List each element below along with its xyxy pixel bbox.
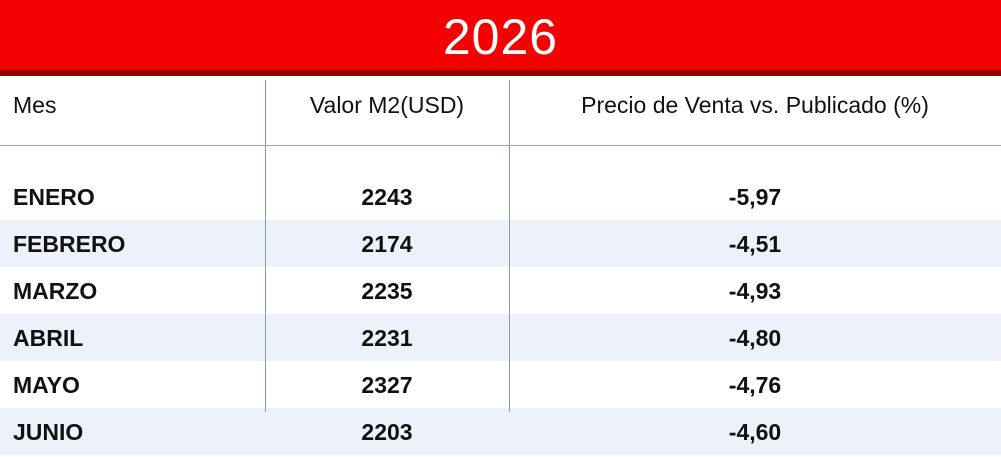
- value-cell: 2235: [361, 278, 413, 304]
- column-header: Mes: [13, 92, 57, 118]
- column-header: Precio de Venta vs. Publicado (%): [581, 92, 929, 118]
- column-header: Valor M2(USD): [309, 92, 465, 118]
- row-band: [0, 314, 1001, 361]
- row-band: [0, 408, 1001, 455]
- value-cell: -4,60: [728, 419, 782, 445]
- month-cell: MAYO: [13, 372, 80, 398]
- value-cell: -5,97: [728, 184, 782, 210]
- month-cell: ABRIL: [13, 325, 84, 351]
- month-cell: FEBRERO: [13, 231, 126, 257]
- header-divider: [0, 145, 1001, 146]
- row-band: [0, 220, 1001, 267]
- value-cell: 2327: [361, 372, 413, 398]
- value-cell: 2203: [361, 419, 413, 445]
- value-cell: 2174: [361, 231, 413, 257]
- value-cell: -4,93: [728, 278, 782, 304]
- month-cell: JUNIO: [13, 419, 84, 445]
- value-cell: -4,51: [728, 231, 782, 257]
- value-cell: -4,76: [728, 372, 782, 398]
- month-cell: MARZO: [13, 278, 98, 304]
- value-cell: 2231: [361, 325, 413, 351]
- value-cell: -4,80: [728, 325, 782, 351]
- column-divider: [509, 80, 510, 412]
- column-divider: [265, 80, 266, 412]
- title-banner: [0, 0, 1001, 76]
- title: 2026: [442, 9, 559, 65]
- value-cell: 2243: [361, 184, 413, 210]
- month-cell: ENERO: [13, 184, 95, 210]
